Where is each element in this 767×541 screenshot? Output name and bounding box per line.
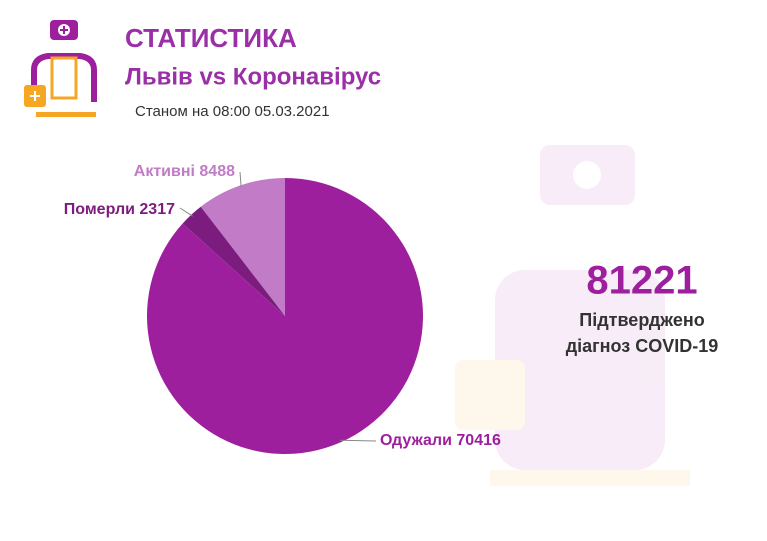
- slice-label-value: 2317: [139, 201, 175, 218]
- total: 81221: [586, 259, 697, 303]
- slice-label-value: 70416: [456, 432, 501, 449]
- slice-label-name: Активні: [134, 163, 195, 180]
- slice-label: Одужали 70416: [380, 432, 501, 449]
- slice-label: Активні 8488: [134, 163, 235, 180]
- total-label: Підтверджено: [579, 310, 704, 330]
- subtitle: Львів vs Коронавірус: [125, 63, 381, 90]
- slice-label-value: 8488: [199, 163, 235, 180]
- date: Станом на 08:00 05.03.2021: [135, 103, 330, 120]
- pie-slice: [182, 206, 285, 316]
- title: СТАТИСТИКА: [125, 23, 297, 53]
- leader-line: [340, 439, 377, 442]
- leader-line: [239, 171, 242, 188]
- total-label: діагноз COVID-19: [566, 336, 719, 356]
- slice-label: Померли 2317: [64, 201, 175, 218]
- logo: [24, 20, 97, 117]
- leader-line: [179, 207, 193, 217]
- slice-label-name: Померли: [64, 201, 135, 218]
- pie-slice: [200, 178, 285, 316]
- pie-slice: [147, 178, 423, 454]
- watermark: [455, 145, 690, 486]
- slice-label-name: Одужали: [380, 432, 452, 449]
